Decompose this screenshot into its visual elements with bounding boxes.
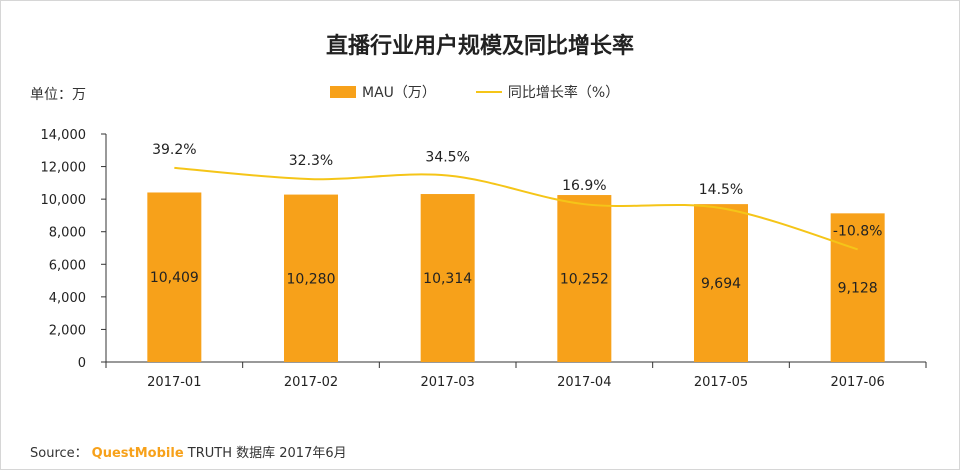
- y-tick-label: 8,000: [49, 226, 86, 241]
- legend-bar-swatch: [330, 86, 356, 98]
- bar: [284, 194, 338, 362]
- chart-title: 直播行业用户规模及同比增长率: [325, 34, 634, 59]
- bar: [147, 192, 202, 362]
- bar-value-label: 9,694: [701, 276, 741, 292]
- source-note: Source： QuestMobile TRUTH 数据库 2017年6月: [30, 442, 347, 461]
- legend: MAU（万） 同比增长率（%）: [330, 82, 619, 102]
- growth-rate-label: 39.2%: [152, 142, 196, 158]
- source-brand: QuestMobile: [91, 446, 184, 461]
- x-category-label: 2017-06: [831, 375, 885, 390]
- x-category-label: 2017-02: [284, 375, 338, 390]
- growth-rate-line: [174, 166, 858, 251]
- bar-value-label: 9,128: [838, 281, 878, 297]
- y-tick-label: 10,000: [41, 193, 87, 208]
- bar: [557, 195, 612, 362]
- bar-value-label: 10,409: [150, 270, 199, 286]
- growth-rate-label: 34.5%: [425, 150, 469, 166]
- bar: [420, 194, 475, 362]
- source-suffix: TRUTH 数据库 2017年6月: [187, 446, 347, 461]
- source-prefix: Source：: [30, 446, 88, 461]
- y-tick-label: 4,000: [49, 291, 86, 306]
- unit-label: 单位：万: [30, 87, 86, 103]
- legend-bar-label: MAU（万）: [362, 85, 436, 101]
- bar: [694, 204, 748, 362]
- y-tick-label: 14,000: [41, 128, 87, 143]
- legend-line-label: 同比增长率（%）: [507, 85, 620, 101]
- growth-rate-label: 16.9%: [562, 178, 606, 194]
- growth-rate-label: 32.3%: [289, 153, 333, 169]
- bar-value-label: 10,280: [287, 271, 336, 287]
- bar-value-label: 10,314: [423, 271, 472, 287]
- x-category-label: 2017-03: [421, 375, 475, 390]
- bar-value-label: 10,252: [560, 272, 609, 288]
- legend-line-swatch: [475, 91, 502, 93]
- x-category-label: 2017-01: [147, 375, 201, 390]
- x-category-label: 2017-04: [557, 375, 611, 390]
- y-tick-label: 2,000: [49, 323, 86, 338]
- growth-rate-label: -10.8%: [833, 223, 883, 239]
- y-tick-label: 6,000: [49, 258, 86, 273]
- growth-rate-label: 14.5%: [699, 182, 743, 198]
- bar: [830, 213, 885, 362]
- y-tick-label: 0: [78, 356, 86, 371]
- x-category-label: 2017-05: [694, 375, 748, 390]
- y-tick-label: 12,000: [41, 161, 87, 176]
